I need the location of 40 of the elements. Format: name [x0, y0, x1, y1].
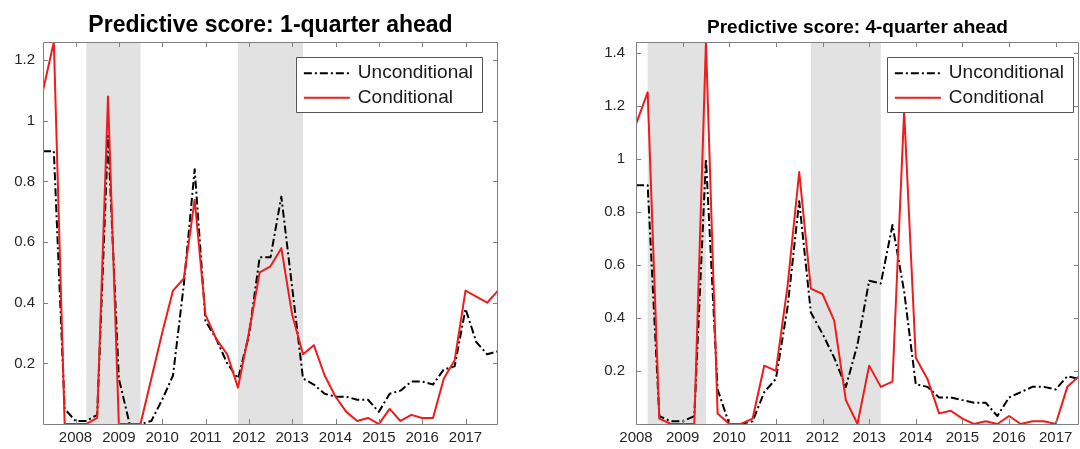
x-tick-label: 2013 [852, 428, 886, 446]
x-tick-label: 2013 [275, 428, 309, 446]
y-tick-label: 1.2 [14, 50, 35, 68]
y-tick-label: 0.2 [604, 361, 625, 379]
x-tick-label: 2016 [992, 428, 1026, 446]
y-tick-label: 0.8 [604, 201, 625, 219]
x-tick-label: 2015 [945, 428, 980, 446]
legend-label: Conditional [357, 85, 453, 107]
y-tick-label: 0.6 [14, 232, 35, 250]
legend-label: Unconditional [357, 61, 474, 83]
x-tick-label: 2017 [1039, 428, 1073, 446]
y-tick-label: 0.6 [604, 254, 625, 272]
x-tick-label: 2017 [448, 428, 483, 446]
y-tick-label: 1.4 [604, 42, 625, 60]
x-tick-label: 2012 [232, 428, 266, 446]
x-tick-label: 2009 [102, 428, 136, 446]
y-tick-label: 0.4 [14, 292, 35, 310]
chart-title: Predictive score: 1-quarter ahead [88, 11, 453, 38]
x-tick-label: 2008 [58, 428, 93, 446]
x-tick-label: 2010 [145, 428, 179, 446]
x-tick-label: 2011 [759, 428, 793, 446]
x-tick-label: 2009 [665, 428, 700, 446]
y-tick-label: 0.8 [14, 171, 35, 189]
line-series [636, 157, 1079, 424]
x-tick-label: 2016 [405, 428, 439, 446]
x-tick-label: 2008 [619, 428, 653, 446]
chart-title: Predictive score: 4-quarter ahead [707, 16, 1008, 38]
legend-label: Conditional [948, 85, 1044, 107]
y-tick-label: 1 [616, 148, 625, 166]
legend-label: Unconditional [948, 61, 1065, 83]
y-tick-label: 1.2 [604, 95, 625, 113]
x-tick-label: 2015 [362, 428, 396, 446]
x-tick-label: 2011 [189, 428, 222, 446]
y-tick-label: 0.4 [604, 308, 625, 326]
y-tick-label: 0.2 [14, 353, 35, 371]
y-tick-label: 1 [26, 110, 35, 128]
x-tick-label: 2014 [318, 428, 353, 446]
x-tick-label: 2010 [712, 428, 746, 446]
x-tick-label: 2014 [899, 428, 933, 446]
x-tick-label: 2012 [805, 428, 840, 446]
